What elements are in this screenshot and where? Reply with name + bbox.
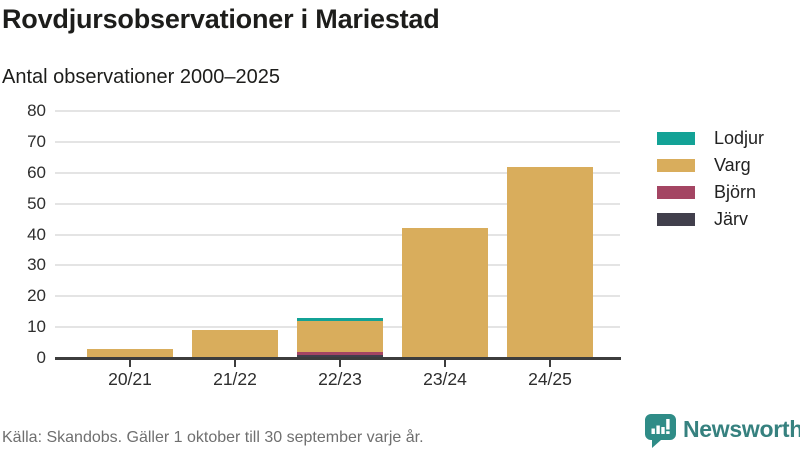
bar-glyph-1 — [651, 428, 655, 434]
bar-glyph-2 — [656, 425, 660, 434]
x-tick-label: 24/25 — [528, 369, 572, 389]
x-axis-tick — [549, 360, 551, 367]
x-axis-tick — [129, 360, 131, 367]
page-title: Rovdjursobservationer i Mariestad — [2, 4, 440, 34]
newsworthy-wordmark: Newsworthy — [683, 416, 800, 442]
legend-swatch — [657, 213, 695, 226]
chart-legend: Lodjur Varg Björn Järv — [657, 128, 765, 229]
bar-segment-varg-23-24 — [402, 228, 488, 358]
chart-subtitle: Antal observationer 2000–2025 — [2, 66, 280, 88]
gridline-y80 — [55, 110, 620, 112]
exclamation-stem — [666, 419, 670, 430]
gridline-y60 — [55, 171, 620, 174]
bar-segment-varg-21-22 — [192, 330, 278, 358]
gridline-y30 — [55, 264, 620, 267]
y-tick-label: 70 — [27, 131, 46, 151]
legend-swatch — [657, 186, 695, 199]
y-tick-label: 40 — [27, 224, 46, 244]
y-tick-label: 50 — [27, 193, 46, 213]
y-tick-label: 20 — [27, 286, 46, 306]
gridline-y50 — [55, 202, 620, 205]
x-tick-label: 20/21 — [108, 369, 152, 389]
x-tick-label: 23/24 — [423, 369, 467, 389]
bar-segment-varg-22-23 — [297, 320, 383, 352]
y-tick-label: 80 — [27, 101, 46, 120]
source-note: Källa: Skandobs. Gäller 1 oktober till 3… — [2, 429, 424, 446]
legend-swatch — [657, 159, 695, 172]
legend-item-lodjur: Lodjur — [657, 128, 765, 148]
legend-label: Björn — [714, 182, 757, 202]
y-tick-label: 60 — [27, 162, 46, 182]
bar-segment-varg-24-25 — [507, 166, 593, 358]
exclamation-dot — [666, 431, 670, 434]
gridline-y20 — [55, 295, 620, 298]
legend-item-björn: Björn — [657, 182, 764, 202]
legend-label: Järv — [714, 209, 749, 229]
newsworthy-bubble-icon — [645, 414, 676, 448]
bar-segment-varg-20-21 — [87, 348, 173, 358]
legend-swatch — [657, 132, 695, 145]
legend-label: Varg — [714, 155, 751, 175]
y-tick-label: 10 — [27, 317, 46, 337]
y-tick-label: 30 — [27, 255, 46, 275]
x-tick-label: 22/23 — [318, 369, 362, 389]
x-axis-tick — [234, 360, 236, 367]
x-axis-line — [55, 357, 621, 360]
bar-segment-björn-22-23 — [297, 351, 383, 355]
bubble-shape — [645, 414, 676, 448]
bar-glyph-3 — [661, 427, 665, 434]
x-axis-tick — [339, 360, 341, 367]
legend-item-varg: Varg — [657, 155, 764, 175]
newsworthy-logo: Newsworthy — [644, 413, 800, 448]
x-tick-label: 21/22 — [213, 369, 257, 389]
legend-label: Lodjur — [714, 128, 765, 148]
gridline-y40 — [55, 233, 620, 236]
bar-segment-järv-22-23 — [297, 354, 383, 358]
bar-segment-lodjur-22-23 — [297, 317, 383, 321]
legend-item-järv: Järv — [657, 209, 764, 229]
x-axis-tick — [444, 360, 446, 367]
gridline-y70 — [55, 140, 620, 143]
y-tick-label: 0 — [36, 348, 46, 367]
